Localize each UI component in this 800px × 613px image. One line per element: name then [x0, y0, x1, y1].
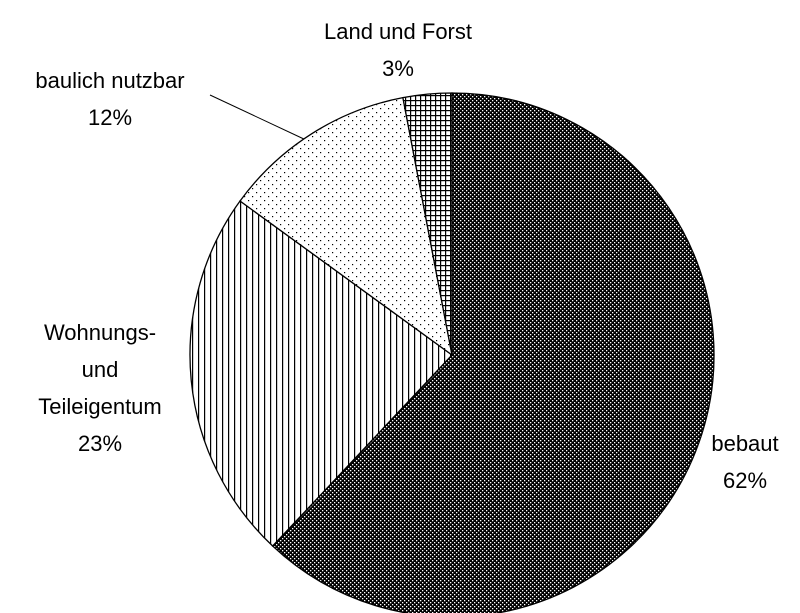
slice-label: Land und Forst 3%: [324, 13, 472, 87]
pie-slice: [402, 92, 453, 356]
category-label: Land und Forst: [324, 19, 472, 44]
slice-label: Wohnungs- und Teileigentum 23%: [33, 314, 168, 462]
pie-slice: [189, 200, 453, 547]
leader-line: [209, 94, 307, 141]
value-label: 23%: [77, 431, 123, 456]
value-label: 62%: [722, 468, 768, 493]
slice-label: bebaut 62%: [711, 425, 778, 499]
slice-label: baulich nutzbar 12%: [35, 62, 184, 136]
value-label: 12%: [87, 105, 133, 130]
pie-slice: [271, 92, 715, 613]
pie-slice: [239, 96, 453, 357]
value-label: 3%: [382, 56, 414, 81]
category-label: bebaut: [711, 431, 779, 456]
category-label: Wohnungs- und Teileigentum: [38, 320, 162, 419]
category-label: baulich nutzbar: [35, 68, 185, 93]
